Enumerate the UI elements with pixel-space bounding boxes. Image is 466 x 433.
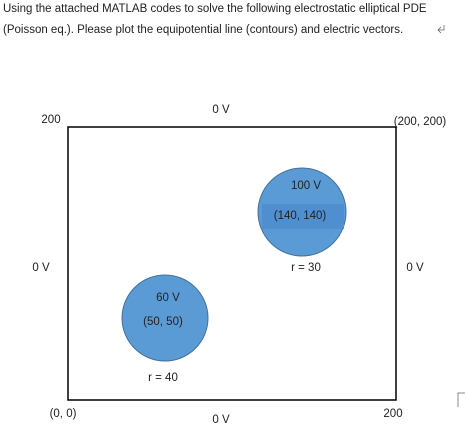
corner-label: 200	[41, 114, 60, 126]
corner-label: (200, 200)	[394, 116, 447, 128]
header-line: (Poisson eq.). Please plot the equipoten…	[3, 24, 403, 36]
header-line: Using the attached MATLAB codes to solve…	[3, 3, 427, 15]
boundary-label: 0 V	[406, 262, 424, 274]
circle-center: (140, 140)	[274, 210, 327, 222]
circle-voltage: 100 V	[291, 180, 321, 192]
circle-radius: r = 30	[291, 262, 321, 274]
corner-label: (0, 0)	[50, 408, 77, 420]
corner-label: 200	[383, 408, 402, 420]
boundary-label: 0 V	[32, 262, 50, 274]
circle-voltage: 60 V	[156, 292, 180, 304]
paragraph-mark	[437, 25, 445, 34]
corner-mark	[457, 392, 465, 407]
boundary-label: 0 V	[212, 104, 230, 116]
label-band	[262, 204, 344, 229]
circle-radius: r = 40	[148, 372, 178, 384]
electrode-circle	[121, 274, 209, 362]
circle-center: (50, 50)	[143, 316, 183, 328]
domain-box	[67, 126, 397, 401]
boundary-label: 0 V	[212, 414, 230, 426]
